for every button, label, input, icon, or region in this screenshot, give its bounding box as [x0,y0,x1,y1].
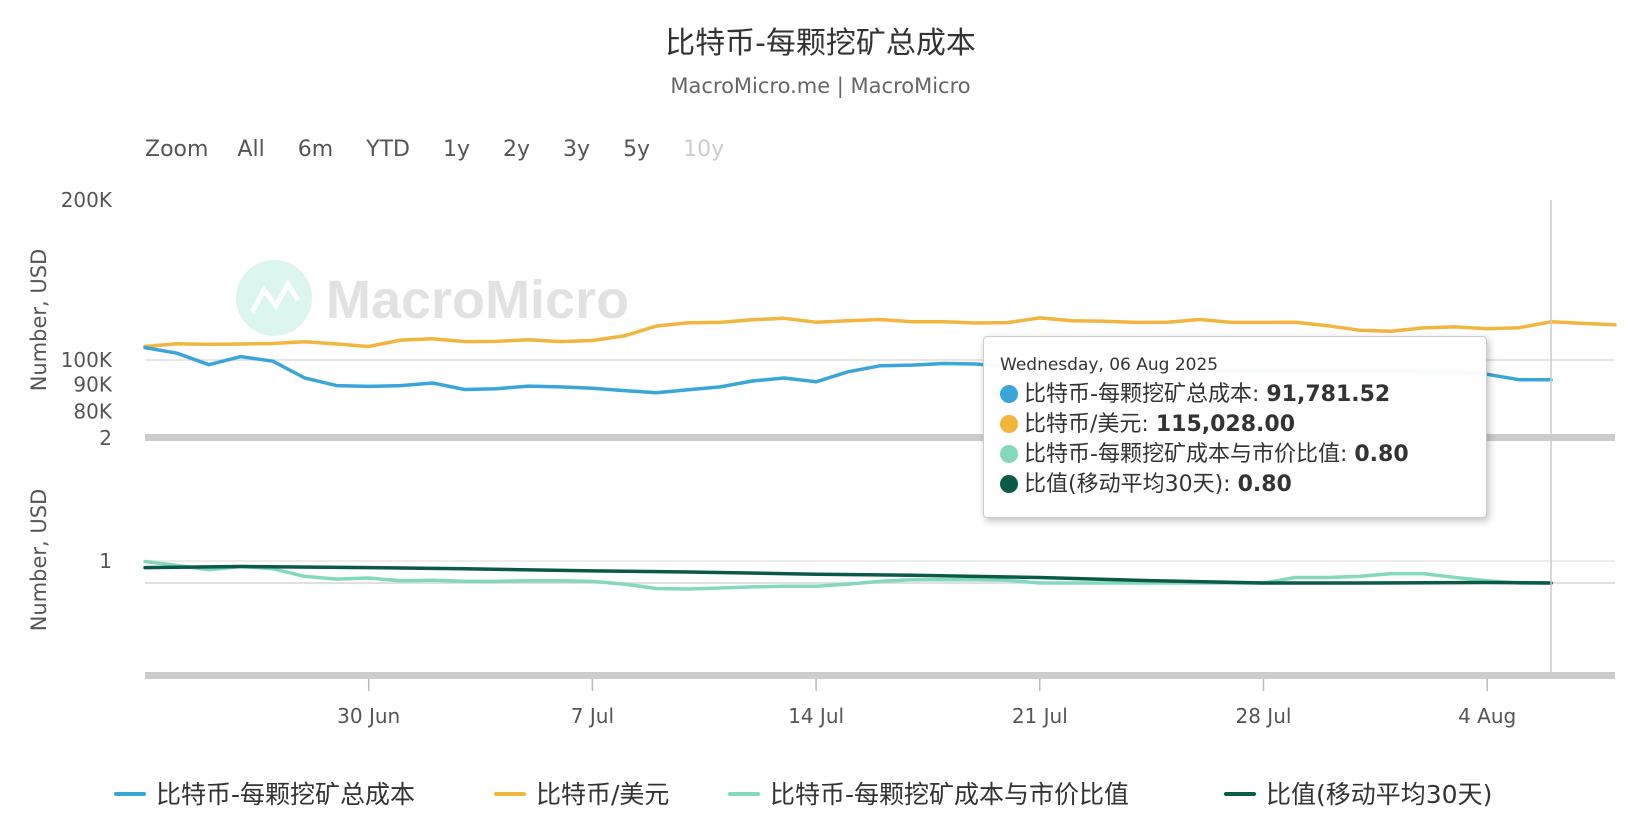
legend-item-cost-price-ratio[interactable]: 比特币-每颗挖矿成本与市价比值 [728,775,1129,811]
tooltip-value: 0.80 [1354,442,1409,467]
watermark-logo-mark [249,279,301,314]
tooltip-value: 0.80 [1237,472,1292,497]
legend-item-ratio-ma30[interactable]: 比值(移动平均30天) [1224,775,1492,811]
legend-swatch [114,792,146,796]
y-tick-label: 1 [99,549,112,573]
y-tick-label: 80K [73,400,112,424]
legend-label: 比特币-每颗挖矿成本与市价比值 [770,780,1130,809]
chart-subtitle: MacroMicro.me | MacroMicro [670,74,971,98]
range-button-1y[interactable]: 1y [442,137,470,162]
x-tick-label: 21 Jul [1012,704,1068,728]
zoom-label: Zoom [145,137,209,162]
x-tick-label: 28 Jul [1236,704,1292,728]
range-button-all[interactable]: All [237,137,265,162]
panel-separators [145,434,1615,679]
watermark-text: MacroMicro [326,270,629,330]
tooltip-value: 91,781.52 [1266,382,1391,407]
series-color-dot [1000,445,1018,463]
watermark-logo-icon [236,260,312,336]
legend-swatch [494,792,526,796]
x-axis-band [145,672,1615,679]
chart-title: 比特币-每颗挖矿总成本 [665,26,976,61]
series-line-btc-usd [143,316,1617,349]
x-tick-label: 14 Jul [788,704,844,728]
tooltip-label: 比特币-每颗挖矿成本与市价比值: [1024,442,1355,467]
y-tick-label: 2 [99,426,112,450]
legend-label: 比特币/美元 [536,780,670,809]
series-color-dot [1000,415,1018,433]
x-tick-label: 4 Aug [1458,704,1516,728]
tooltip: Wednesday, 06 Aug 2025 比特币-每颗挖矿总成本: 91,7… [983,336,1487,518]
panel-separator [145,434,1615,441]
range-selector: Zoom All 6m YTD 1y 2y 3y 5y 10y [145,137,750,162]
tooltip-label: 比特币/美元: [1024,412,1156,437]
range-button-10y: 10y [683,137,725,162]
legend-swatch [728,792,760,796]
range-button-5y[interactable]: 5y [623,137,651,162]
tooltip-row: 比值(移动平均30天): 0.80 [1000,470,1470,500]
series-line-ratio-ma30 [143,564,1553,585]
legend-label: 比值(移动平均30天) [1266,780,1493,809]
legend-swatch [1224,792,1256,796]
tooltip-date: Wednesday, 06 Aug 2025 [1000,355,1219,375]
tooltip-label: 比特币-每颗挖矿总成本: [1024,382,1267,407]
legend: 比特币-每颗挖矿总成本 比特币/美元 比特币-每颗挖矿成本与市价比值 比值(移动… [0,775,1641,815]
series-color-dot [1000,475,1018,493]
series-color-dot [1000,385,1018,403]
tooltip-row: 比特币/美元: 115,028.00 [1000,410,1470,440]
legend-item-mining-cost[interactable]: 比特币-每颗挖矿总成本 [114,775,415,811]
range-button-ytd[interactable]: YTD [366,137,410,162]
x-tick-label: 30 Jun [337,704,400,728]
series-layer [143,316,1617,591]
tooltip-label: 比值(移动平均30天): [1024,472,1238,497]
watermark: MacroMicro [236,260,629,336]
range-button-2y[interactable]: 2y [503,137,531,162]
y-axis-title: Number, USD [27,489,51,632]
tooltip-row: 比特币-每颗挖矿成本与市价比值: 0.80 [1000,440,1470,470]
y-tick-label: 100K [61,348,113,372]
y-axis-title: Number, USD [27,249,51,392]
tooltip-value: 115,028.00 [1155,412,1296,437]
tooltip-row: 比特币-每颗挖矿总成本: 91,781.52 [1000,380,1470,410]
legend-item-btc-usd[interactable]: 比特币/美元 [494,775,669,811]
series-line-cost-price-ratio [143,559,1553,591]
x-tick-label: 7 Jul [571,704,614,728]
y-tick-label: 90K [73,372,112,396]
range-button-6m[interactable]: 6m [297,137,334,162]
range-button-3y[interactable]: 3y [563,137,591,162]
y-tick-label: 200K [61,188,113,212]
legend-label: 比特币-每颗挖矿总成本 [156,780,416,809]
